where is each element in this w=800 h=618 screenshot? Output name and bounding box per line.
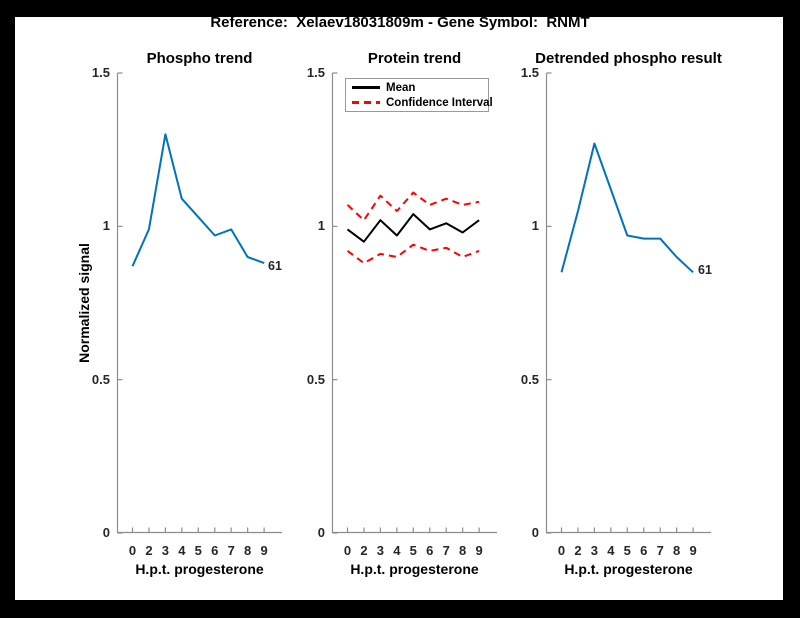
- x-tick-label: 2: [145, 543, 153, 558]
- legend-label-ci: Confidence Interval: [386, 96, 493, 109]
- x-tick-label: 3: [161, 543, 169, 558]
- x-tick-label: 2: [360, 543, 368, 558]
- figure-canvas: [15, 17, 783, 600]
- legend-mean-line-sample: [352, 86, 380, 89]
- y-tick-label: 0.5: [91, 371, 110, 387]
- subplot-title-phospho: Phospho trend: [146, 50, 253, 67]
- phospho-signal-line: [131, 133, 265, 267]
- x-tick-label: 9: [260, 543, 268, 558]
- x-tick-label: 0: [128, 543, 137, 558]
- x-axis-label-protein: H.p.t. progesterone: [350, 561, 479, 577]
- x-tick-label: 6: [211, 543, 219, 558]
- legend-entry-mean: Mean: [352, 81, 488, 94]
- confidence-interval-lower-line: [346, 243, 480, 265]
- x-tick-label: 7: [227, 543, 235, 558]
- x-tick-label: 4: [393, 543, 401, 558]
- confidence-interval-upper-line: [346, 191, 480, 222]
- y-tick-label: 1: [317, 218, 325, 234]
- x-tick-label: 5: [623, 543, 631, 558]
- x-axis-label-phospho: H.p.t. progesterone: [135, 561, 264, 577]
- x-tick-label: 7: [442, 543, 450, 558]
- y-tick-label: 1: [102, 218, 110, 234]
- detrended-phospho-line: [560, 142, 694, 274]
- x-tick-label: 6: [640, 543, 648, 558]
- y-axis-label: Normalized signal: [76, 243, 92, 363]
- x-tick-label: 5: [194, 543, 202, 558]
- y-tick-label: 0.5: [306, 371, 325, 387]
- x-tick-label: 9: [475, 543, 483, 558]
- y-tick-label: 0: [317, 525, 325, 540]
- x-tick-label: 2: [574, 543, 582, 558]
- subplot-title-protein: Protein trend: [367, 50, 462, 67]
- legend-entry-ci: Confidence Interval: [352, 96, 493, 109]
- x-tick-label: 5: [409, 543, 417, 558]
- x-tick-label: 8: [244, 543, 252, 558]
- legend-label-mean: Mean: [386, 81, 416, 94]
- mean-line: [346, 213, 480, 243]
- y-tick-label: 0: [102, 525, 110, 540]
- x-tick-label: 0: [557, 543, 566, 558]
- y-tick-label: 0: [531, 525, 539, 540]
- x-tick-label: 4: [607, 543, 615, 558]
- y-tick-label: 1.5: [306, 65, 325, 80]
- figure-title: Reference: Xelaev18031809m - Gene Symbol…: [210, 14, 590, 31]
- end-label-detrended: 61: [698, 263, 712, 277]
- y-tick-label: 1: [531, 218, 539, 234]
- x-tick-label: 6: [426, 543, 434, 558]
- legend: Mean Confidence Interval: [345, 78, 493, 112]
- end-label-phospho: 61: [268, 259, 282, 273]
- axis-spines-1: [331, 73, 497, 534]
- x-tick-label: 3: [590, 543, 598, 558]
- x-tick-label: 8: [459, 543, 467, 558]
- x-tick-label: 9: [689, 543, 697, 558]
- x-tick-label: 7: [656, 543, 664, 558]
- x-axis-label-detrended: H.p.t. progesterone: [564, 561, 693, 577]
- y-tick-label: 1.5: [520, 65, 539, 80]
- axis-spines-2: [545, 73, 711, 534]
- x-tick-label: 3: [376, 543, 384, 558]
- x-tick-label: 0: [343, 543, 352, 558]
- y-tick-label: 0.5: [520, 371, 539, 387]
- y-tick-label: 1.5: [91, 65, 110, 80]
- x-tick-label: 4: [178, 543, 186, 558]
- subplot-title-detrended: Detrended phospho result: [535, 50, 722, 67]
- axis-spines-0: [116, 73, 282, 534]
- legend-ci-line-sample: [352, 101, 380, 104]
- x-tick-label: 8: [673, 543, 681, 558]
